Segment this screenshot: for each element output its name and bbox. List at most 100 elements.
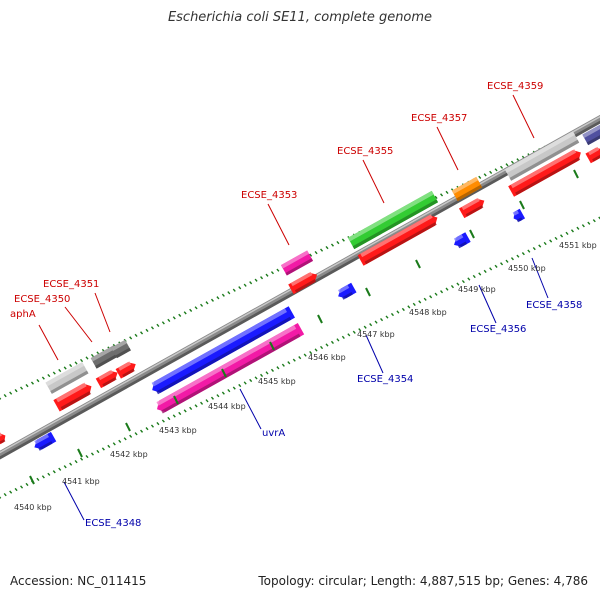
track-dot <box>74 460 78 464</box>
track-dot <box>161 419 165 423</box>
track-dot <box>172 316 176 320</box>
gene-ECSE-4359-leader <box>512 94 535 139</box>
track-dot <box>516 254 520 258</box>
track-dot <box>210 396 214 400</box>
track-dot <box>52 371 56 375</box>
track-dot <box>341 335 345 339</box>
track-dot <box>134 432 138 436</box>
track-dot <box>358 328 362 332</box>
track-dot <box>249 378 253 383</box>
track-dot <box>14 487 18 492</box>
track-dot <box>369 323 373 327</box>
track-dot <box>85 454 89 459</box>
track-dot <box>527 249 531 253</box>
track-dot <box>320 345 324 350</box>
track-dot <box>96 449 100 454</box>
track-dot <box>254 278 258 282</box>
gene-ECSE-4358-leader <box>531 257 549 299</box>
track-dot <box>150 326 154 330</box>
gene-ECSE-4357 <box>451 176 483 202</box>
track-dot <box>167 416 171 421</box>
track-dot <box>47 373 51 378</box>
track-dot <box>41 475 45 479</box>
gene-highlight <box>34 433 49 445</box>
gene-body <box>152 306 295 393</box>
gene-red <box>585 146 600 164</box>
gene-ECSE-4356 <box>453 232 471 249</box>
gene-uvrA <box>151 306 295 395</box>
track-dot <box>314 348 318 352</box>
gene-red <box>95 369 118 389</box>
track-dot <box>243 381 247 385</box>
gene-highlight <box>582 124 600 138</box>
gene-shade <box>516 217 523 223</box>
track-dot <box>194 404 198 408</box>
gene-ECSE-4348-label: ECSE_4348 <box>85 518 141 529</box>
track-dot <box>183 311 187 315</box>
track-dot <box>36 378 40 383</box>
track-dot <box>570 229 574 233</box>
track-dot <box>500 165 504 169</box>
gene-ECSE-4353 <box>280 250 314 276</box>
gene-highlight <box>111 339 127 352</box>
scale-tick <box>317 314 323 324</box>
gene-ECSE-4355-leader <box>362 159 385 204</box>
gene-shade <box>457 241 468 249</box>
track-dot <box>216 296 220 300</box>
track-dot <box>227 291 231 295</box>
gene-ECSE-4359-label: ECSE_4359 <box>487 81 543 92</box>
track-dot <box>270 271 274 275</box>
gene-features <box>0 124 600 451</box>
track-dot <box>90 452 94 456</box>
track-dot <box>461 279 465 284</box>
track-dot <box>140 331 144 335</box>
track-dot <box>189 406 193 410</box>
scale-tick-label: 4546 kbp <box>308 353 346 362</box>
gene-body <box>288 272 318 295</box>
gene-ECSE-4356-label: ECSE_4356 <box>470 324 526 335</box>
track-dot <box>172 414 176 418</box>
gene-red <box>288 271 318 295</box>
gene-ECSE-4358 <box>512 208 526 223</box>
gene-highlight <box>156 325 297 406</box>
gene-shade <box>592 154 600 162</box>
gene-shade <box>465 205 484 217</box>
gene-ECSE-4350 <box>90 345 120 369</box>
scale-tick <box>415 259 421 269</box>
track-dot <box>80 358 84 363</box>
track-dot <box>36 477 40 482</box>
track-dot <box>238 383 242 388</box>
track-dot <box>418 300 422 304</box>
gene-ECSE-4350-label: ECSE_4350 <box>14 294 70 305</box>
track-dot <box>52 470 56 474</box>
gene-body <box>347 190 439 250</box>
scale-tick-label: 4551 kbp <box>559 241 597 250</box>
gene-shade <box>122 368 135 378</box>
gene-ECSE-4351-label: ECSE_4351 <box>43 279 99 290</box>
gene-red <box>508 149 581 197</box>
track-dot <box>390 312 394 317</box>
track-dot <box>560 234 564 238</box>
track-dot <box>478 175 482 179</box>
gene-shade <box>102 377 117 387</box>
track-dot <box>47 472 51 476</box>
track-dot <box>543 241 547 246</box>
track-dot <box>101 447 105 451</box>
track-dot <box>183 409 187 413</box>
track-dot <box>472 274 476 279</box>
gene-ECSE-4357-leader <box>436 126 459 171</box>
track-dot <box>161 321 165 325</box>
track-dot <box>254 376 258 380</box>
gene-body <box>508 150 581 197</box>
track-dot <box>69 363 73 368</box>
gene-highlight <box>90 345 116 362</box>
track-dot <box>216 394 220 398</box>
track-dot <box>156 323 160 328</box>
track-dot <box>129 434 133 438</box>
track-dot <box>500 262 504 266</box>
scale-tick <box>365 287 371 297</box>
track-dot <box>205 301 209 305</box>
track-dot <box>320 248 324 252</box>
track-dot <box>445 287 449 291</box>
